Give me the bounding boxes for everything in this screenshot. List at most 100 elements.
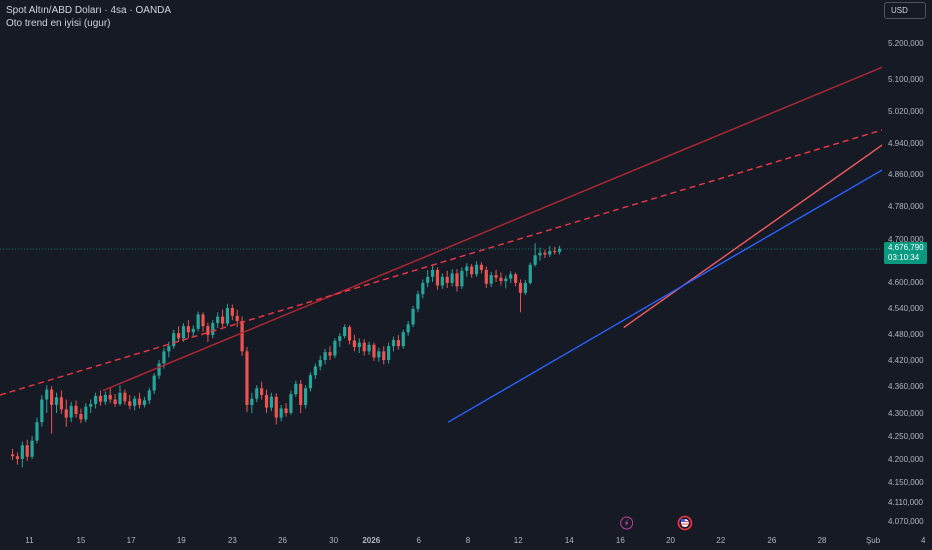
candle[interactable] <box>274 393 278 425</box>
candle[interactable] <box>186 320 190 339</box>
candle[interactable] <box>250 392 254 413</box>
candle[interactable] <box>504 275 508 289</box>
candle[interactable] <box>538 247 542 261</box>
candle[interactable] <box>211 320 215 339</box>
trendline-channel-bottom-blue[interactable] <box>447 140 932 423</box>
candle[interactable] <box>123 389 127 405</box>
candle[interactable] <box>264 389 269 413</box>
candle[interactable] <box>391 336 396 352</box>
candle[interactable] <box>303 385 308 409</box>
candle[interactable] <box>514 272 518 287</box>
trendline-channel-top-red[interactable] <box>623 109 932 329</box>
candle[interactable] <box>338 333 342 347</box>
candle[interactable] <box>289 390 293 415</box>
candle[interactable] <box>79 408 83 424</box>
candle[interactable] <box>108 387 112 404</box>
candle[interactable] <box>323 348 327 365</box>
candle[interactable] <box>118 385 122 406</box>
candle[interactable] <box>147 387 151 404</box>
candle[interactable] <box>64 399 68 427</box>
candle[interactable] <box>30 436 34 459</box>
candle[interactable] <box>260 381 264 400</box>
candle[interactable] <box>196 311 200 332</box>
candle[interactable] <box>113 394 117 407</box>
candle[interactable] <box>440 273 444 289</box>
candle[interactable] <box>25 439 29 461</box>
candle[interactable] <box>172 329 176 349</box>
candle[interactable] <box>50 386 54 434</box>
candle[interactable] <box>470 263 474 278</box>
candle[interactable] <box>89 399 93 414</box>
candle[interactable] <box>167 341 171 358</box>
candle[interactable] <box>465 263 469 277</box>
candle[interactable] <box>362 339 366 356</box>
candle[interactable] <box>518 279 523 313</box>
candle[interactable] <box>367 341 371 355</box>
candle[interactable] <box>103 391 107 405</box>
candle[interactable] <box>533 243 537 267</box>
trendline-upper-dark-red[interactable] <box>102 45 932 392</box>
candle[interactable] <box>191 325 195 338</box>
candle[interactable] <box>387 342 391 364</box>
candle[interactable] <box>347 325 352 345</box>
candle[interactable] <box>152 373 156 395</box>
candle[interactable] <box>299 379 303 413</box>
candle[interactable] <box>548 245 552 258</box>
candle[interactable] <box>177 326 181 342</box>
candle[interactable] <box>220 309 225 328</box>
candle[interactable] <box>411 305 415 328</box>
indicator-title[interactable]: Oto trend en iyisi (ugur) <box>6 18 111 29</box>
candle[interactable] <box>181 323 186 342</box>
candle[interactable] <box>54 392 59 413</box>
candle[interactable] <box>450 269 454 287</box>
candle[interactable] <box>313 363 317 380</box>
candle[interactable] <box>59 390 63 414</box>
candle[interactable] <box>416 290 420 313</box>
candle[interactable] <box>430 265 435 282</box>
lightning-event-icon[interactable] <box>620 516 634 530</box>
candle[interactable] <box>484 266 488 289</box>
us-flag-event-icon[interactable] <box>677 515 693 531</box>
candle[interactable] <box>372 342 376 361</box>
candle[interactable] <box>523 279 527 295</box>
trendline-dashed-red[interactable] <box>0 114 932 396</box>
candle[interactable] <box>98 390 103 406</box>
candle[interactable] <box>382 346 386 365</box>
candle[interactable] <box>269 392 274 412</box>
candle[interactable] <box>352 334 357 352</box>
candle[interactable] <box>69 401 73 423</box>
candle[interactable] <box>15 452 20 465</box>
candle[interactable] <box>445 270 449 289</box>
candle[interactable] <box>401 329 405 349</box>
candle[interactable] <box>45 385 49 413</box>
candle[interactable] <box>557 245 562 255</box>
candle[interactable] <box>460 267 464 289</box>
candle[interactable] <box>84 403 88 423</box>
candle[interactable] <box>474 261 479 277</box>
candle[interactable] <box>435 267 440 290</box>
candle[interactable] <box>284 403 288 417</box>
candle[interactable] <box>528 262 532 285</box>
candle[interactable] <box>133 395 137 411</box>
candle[interactable] <box>201 312 205 332</box>
candle[interactable] <box>489 271 493 288</box>
candle[interactable] <box>206 322 210 342</box>
candle[interactable] <box>142 396 147 408</box>
candle[interactable] <box>10 448 15 460</box>
candle[interactable] <box>230 304 234 321</box>
candle[interactable] <box>333 338 337 359</box>
candle[interactable] <box>396 334 400 350</box>
candle[interactable] <box>137 392 142 409</box>
candle[interactable] <box>343 324 347 339</box>
candle[interactable] <box>255 385 259 403</box>
candle[interactable] <box>543 249 547 258</box>
candle[interactable] <box>328 346 332 360</box>
candle[interactable] <box>509 271 513 283</box>
candle[interactable] <box>318 355 322 371</box>
candle[interactable] <box>216 312 220 328</box>
candle[interactable] <box>455 269 459 292</box>
candle[interactable] <box>235 309 239 328</box>
candle[interactable] <box>157 360 161 380</box>
candle[interactable] <box>240 316 244 356</box>
candle[interactable] <box>553 246 557 255</box>
